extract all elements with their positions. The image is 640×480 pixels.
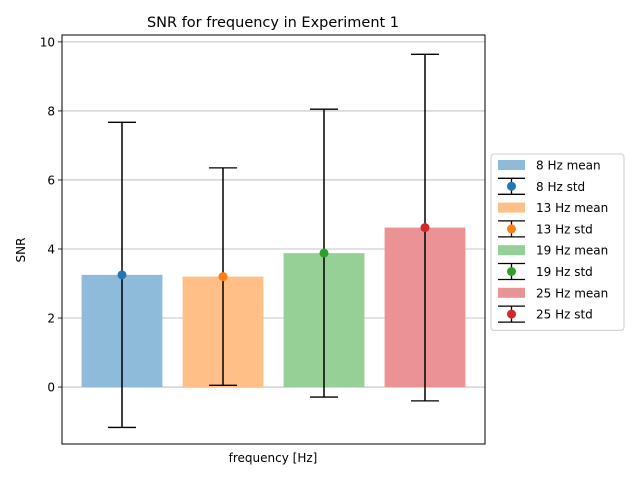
legend-label: 25 Hz std [536, 308, 593, 322]
legend-label: 8 Hz mean [536, 159, 601, 173]
y-tick-label: 4 [47, 242, 55, 256]
y-tick-label: 0 [47, 381, 55, 395]
legend-marker [507, 181, 516, 191]
legend-label: 13 Hz std [536, 222, 593, 236]
legend-box [490, 153, 625, 331]
y-tick-label: 6 [47, 173, 55, 187]
legend-swatch [498, 245, 525, 256]
x-axis-label: frequency [Hz] [229, 451, 318, 465]
legend-label: 13 Hz mean [536, 201, 608, 215]
y-axis-label: SNR [14, 238, 28, 263]
legend-label: 19 Hz std [536, 265, 593, 279]
legend-marker [507, 224, 516, 234]
legend-marker [507, 309, 516, 319]
mean-point [117, 270, 127, 280]
chart-title: SNR for frequency in Experiment 1 [147, 15, 399, 31]
y-tick-label: 10 [40, 35, 55, 49]
mean-point [319, 248, 329, 258]
mean-point [420, 223, 430, 233]
legend-label: 8 Hz std [536, 180, 585, 194]
mean-point [218, 272, 228, 282]
legend-marker [507, 267, 516, 276]
legend-swatch [498, 160, 525, 170]
legend-label: 25 Hz mean [536, 286, 608, 300]
legend-swatch [498, 287, 525, 298]
y-axis-ticks: 0 2 4 6 8 10 [40, 35, 62, 395]
legend-swatch [498, 202, 525, 213]
legend: 8 Hz mean 8 Hz std 13 Hz mean 13 Hz std 19 H… [490, 153, 625, 331]
legend-label: 19 Hz mean [536, 244, 608, 258]
error-bars [108, 53, 439, 429]
y-tick-label: 8 [47, 104, 55, 118]
y-tick-label: 2 [47, 312, 55, 326]
plot-frame [61, 34, 486, 445]
